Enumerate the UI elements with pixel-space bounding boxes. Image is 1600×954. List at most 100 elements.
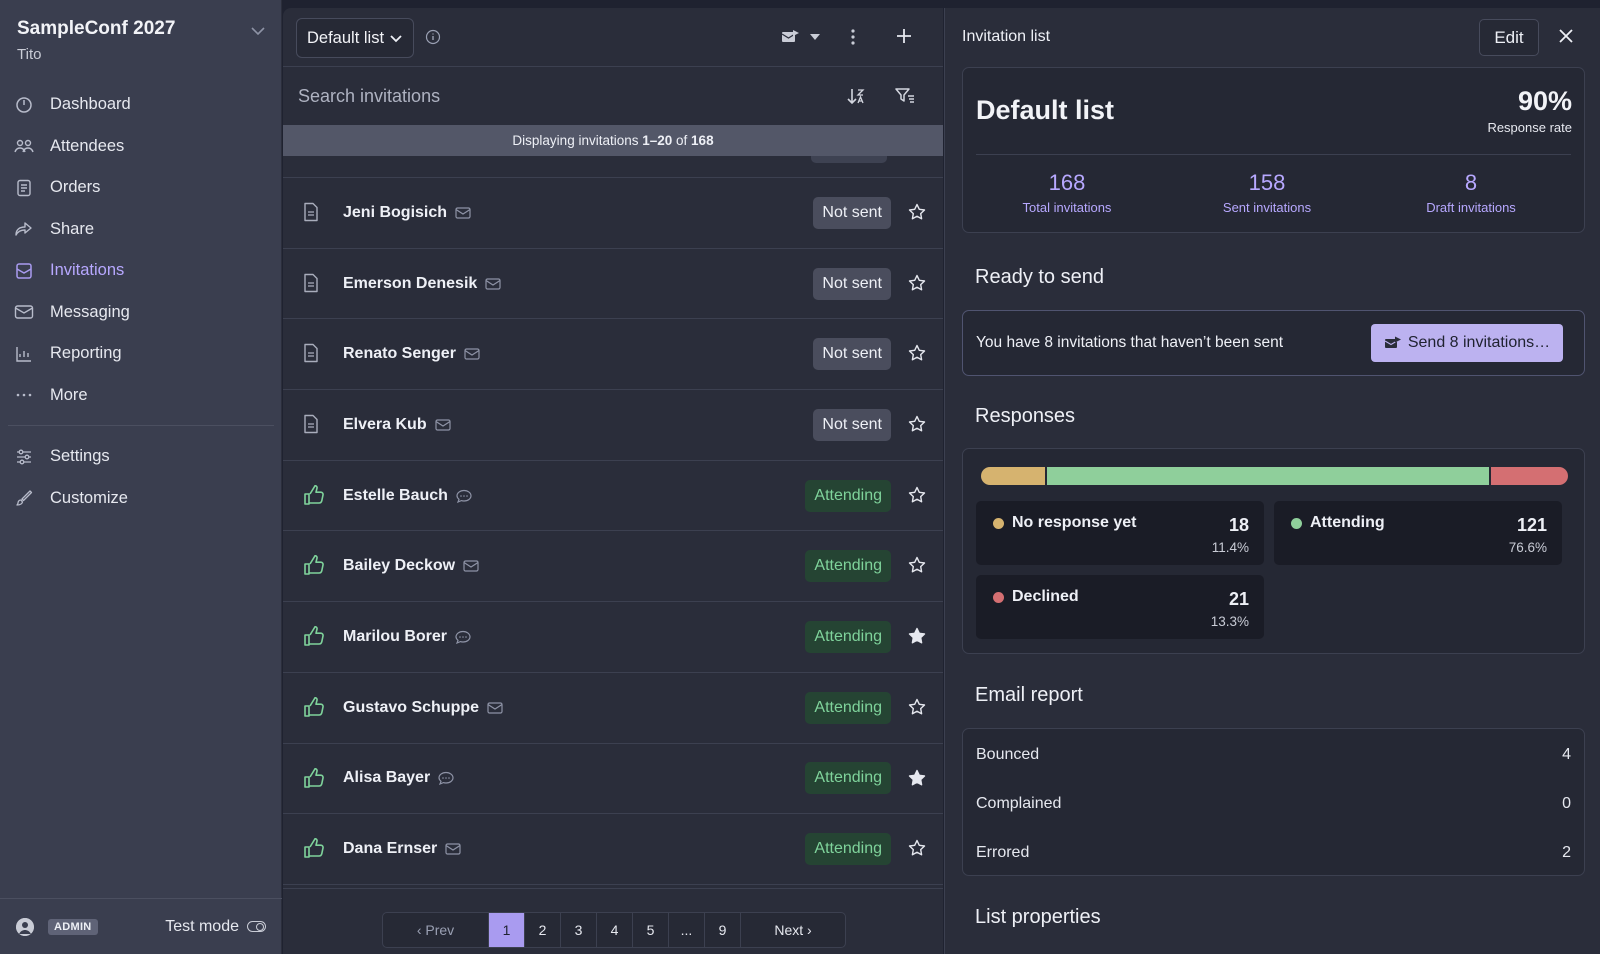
pagination-prev[interactable]: ‹ Prev — [383, 913, 489, 947]
response-tile[interactable]: No response yet 18 11.4% — [976, 501, 1264, 565]
conf-subtitle: Tito — [17, 46, 42, 63]
sidebar-divider — [8, 425, 274, 426]
responses-title: Responses — [975, 405, 1076, 427]
table-row[interactable]: Elvera Kub Not sent — [283, 390, 943, 461]
stat-draft[interactable]: 8 Draft invitations — [1371, 170, 1571, 215]
invitee-name[interactable]: Marilou Borer — [343, 628, 471, 646]
send-invitations-icon — [1384, 335, 1402, 351]
table-row[interactable]: Gustavo Schuppe Attending — [283, 673, 943, 744]
stat-total[interactable]: 168 Total invitations — [967, 170, 1167, 215]
sort-icon[interactable] — [846, 86, 866, 106]
displaying-total: 168 — [691, 133, 714, 148]
pagination-page[interactable]: 9 — [705, 913, 741, 947]
test-mode-toggle[interactable]: Test mode — [165, 918, 266, 936]
response-tile[interactable]: Declined 21 13.3% — [976, 575, 1264, 639]
star-icon[interactable] — [908, 556, 926, 574]
table-row[interactable]: Dana Ernser Attending — [283, 814, 943, 885]
sidebar-item-attendees[interactable]: Attendees — [8, 126, 274, 168]
send-menu-button[interactable] — [781, 28, 821, 46]
close-icon[interactable] — [1559, 29, 1573, 43]
sidebar-item-dashboard[interactable]: Dashboard — [8, 84, 274, 126]
chevron-down-icon[interactable] — [249, 22, 267, 40]
table-row[interactable]: Jeni Bogisich Not sent — [283, 178, 943, 249]
invitee-name-text: Elvera Kub — [343, 415, 427, 433]
pagination-next[interactable]: Next › — [774, 922, 812, 938]
status-badge: Attending — [805, 762, 891, 795]
status-dot-icon — [993, 518, 1004, 529]
sidebar-item-label: Dashboard — [50, 95, 131, 114]
pagination-page[interactable]: 5 — [633, 913, 669, 947]
invitee-name[interactable]: Emerson Denesik — [343, 275, 501, 293]
star-filled-icon[interactable] — [908, 627, 926, 645]
sidebar-item-invitations[interactable]: Invitations — [8, 250, 274, 292]
invitee-name[interactable]: Alisa Bayer — [343, 769, 454, 787]
invitee-name[interactable]: Estelle Bauch — [343, 487, 472, 505]
invitee-name[interactable]: Gustavo Schuppe — [343, 699, 503, 717]
invitee-name[interactable]: Renato Senger — [343, 345, 480, 363]
avatar[interactable] — [16, 917, 34, 936]
star-filled-icon[interactable] — [908, 769, 926, 787]
invitee-name[interactable]: Bailey Deckow — [343, 557, 479, 575]
send-invitations-button[interactable]: Send 8 invitations… — [1371, 324, 1563, 362]
table-row[interactable]: Marilou Borer Attending — [283, 602, 943, 673]
list-properties-title: List properties — [975, 906, 1101, 928]
response-percent: 13.3% — [1210, 614, 1249, 629]
thumbs-up-icon — [303, 626, 325, 646]
messaging-icon — [14, 302, 34, 322]
status-badge: Not sent — [813, 196, 891, 229]
conf-title: SampleConf 2027 — [17, 18, 176, 39]
invitee-name-text: Emerson Denesik — [343, 274, 478, 292]
sidebar-item-reporting[interactable]: Reporting — [8, 333, 274, 375]
table-row[interactable]: Emerson Denesik Not sent — [283, 249, 943, 320]
response-tile[interactable]: Attending 121 76.6% — [1274, 501, 1562, 565]
star-icon[interactable] — [908, 203, 926, 221]
star-icon[interactable] — [908, 274, 926, 292]
chat-bubble-icon — [455, 630, 471, 644]
status-dot-icon — [993, 592, 1004, 603]
filter-icon[interactable] — [895, 87, 915, 105]
search-input[interactable] — [298, 78, 798, 114]
pagination-page[interactable]: 1 — [489, 913, 525, 947]
add-icon[interactable] — [895, 27, 913, 45]
document-icon — [303, 343, 319, 363]
sidebar-item-settings[interactable]: Settings — [8, 436, 274, 478]
table-row[interactable]: Alisa Bayer Attending — [283, 744, 943, 815]
stat-label: Sent invitations — [1222, 200, 1312, 215]
table-row[interactable]: Bailey Deckow Attending — [283, 531, 943, 603]
star-icon[interactable] — [908, 698, 926, 716]
star-icon[interactable] — [908, 839, 926, 857]
invitee-name-text: Alisa Bayer — [343, 769, 431, 787]
pagination-page[interactable]: 2 — [525, 913, 561, 947]
edit-button[interactable]: Edit — [1479, 19, 1539, 56]
star-icon[interactable] — [908, 486, 926, 504]
invitee-name[interactable]: Jeni Bogisich — [343, 204, 471, 222]
kebab-menu-icon[interactable] — [850, 28, 856, 46]
displaying-prefix: Displaying invitations — [512, 133, 643, 148]
list-select[interactable]: Default list — [296, 18, 414, 58]
status-badge: Attending — [805, 833, 891, 866]
pagination-page[interactable]: 3 — [561, 913, 597, 947]
info-icon[interactable] — [425, 29, 441, 45]
envelope-icon — [485, 277, 501, 291]
invitee-name[interactable]: Dana Ernser — [343, 840, 461, 858]
conf-switcher[interactable]: SampleConf 2027 Tito — [17, 18, 267, 63]
star-icon[interactable] — [908, 415, 926, 433]
sidebar-item-more[interactable]: More — [8, 375, 274, 417]
sidebar-item-orders[interactable]: Orders — [8, 167, 274, 209]
sidebar-item-messaging[interactable]: Messaging — [8, 292, 274, 334]
table-row[interactable]: Renato Senger Not sent — [283, 319, 943, 391]
invitee-name-text: Gustavo Schuppe — [343, 698, 480, 716]
email-report-label: Errored — [976, 844, 1030, 861]
send-invitations-label: Send 8 invitations… — [1407, 334, 1551, 351]
sidebar-item-customize[interactable]: Customize — [8, 478, 274, 520]
table-row[interactable]: Estelle Bauch Attending — [283, 461, 943, 532]
stat-sent[interactable]: 158 Sent invitations — [1167, 170, 1367, 215]
pagination-page[interactable]: 4 — [597, 913, 633, 947]
invitee-name-text: Estelle Bauch — [343, 486, 448, 504]
response-label: Attending — [1310, 514, 1385, 531]
invitee-name[interactable]: Elvera Kub — [343, 416, 451, 434]
reporting-icon — [14, 344, 34, 364]
sidebar-item-share[interactable]: Share — [8, 209, 274, 251]
star-icon[interactable] — [908, 344, 926, 362]
toggle-icon[interactable] — [247, 921, 266, 932]
